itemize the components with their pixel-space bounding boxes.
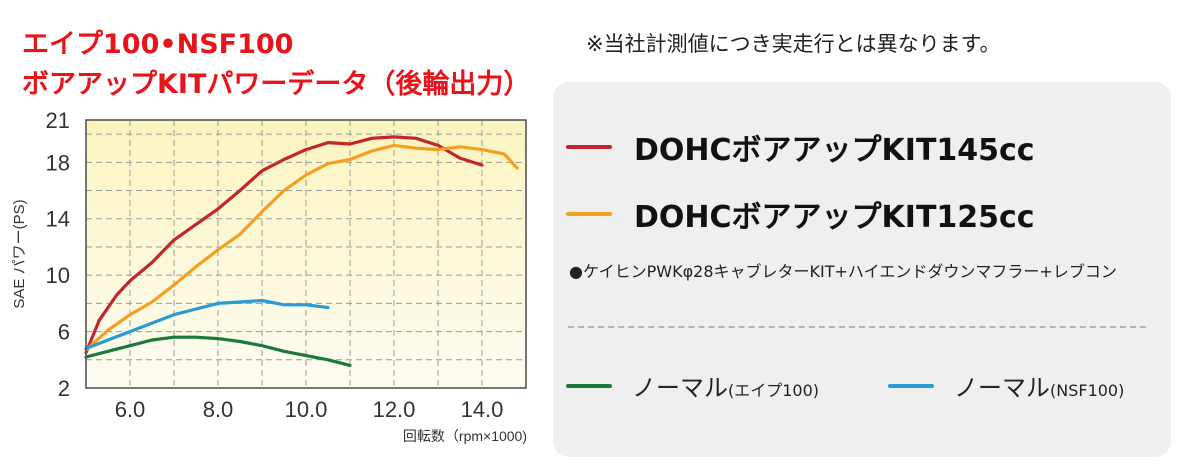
y-tick-label: 18 (46, 150, 70, 175)
legend-label-normal-nsf: ノーマル(NSF100) (954, 368, 1124, 403)
chart-title-line2: ボアアップKITパワーデータ（後輪出力） (22, 69, 531, 100)
legend-normal-nsf-main: ノーマル (954, 374, 1050, 402)
legend-normal-nsf-sub: (NSF100) (1050, 381, 1125, 400)
y-tick-label: 10 (46, 263, 70, 288)
parts-description: ●ケイヒンPWKφ28キャブレターKIT+ハイエンドダウンマフラー+レブコン (569, 262, 1117, 281)
y-tick-label: 2 (58, 376, 70, 401)
y-tick-label: 21 (46, 108, 70, 133)
y-tick-label: 6 (58, 320, 70, 345)
x-tick-label: 14.0 (461, 397, 504, 422)
legend-normal-ape-sub: (エイプ100) (728, 381, 820, 400)
y-tick-label: 14 (46, 207, 70, 232)
legend-normal-ape-main: ノーマル (632, 374, 728, 402)
x-tick-label: 12.0 (373, 397, 416, 422)
x-tick-labels: 6.0 8.0 10.0 12.0 14.0 (115, 397, 504, 422)
legend-panel (553, 82, 1171, 457)
x-axis-label: 回転数（rpm×1000) (403, 428, 527, 444)
chart-title-line1: エイプ100•NSF100 (22, 29, 294, 60)
legend-line-normal-ape (566, 383, 612, 388)
x-tick-label: 10.0 (285, 397, 328, 422)
series-layer (84, 135, 519, 367)
legend-normal-ape: ノーマル(エイプ100) (566, 368, 819, 403)
legend-line-kit125 (566, 212, 612, 216)
power-chart: 2 6 10 14 18 21 6.0 8.0 10.0 12.0 14.0 SAE パワー(PS… (11, 108, 527, 444)
x-tick-label: 8.0 (203, 397, 234, 422)
plot-frame (85, 119, 527, 389)
legend-label-kit145: DOHCボアアップKIT145cc (634, 133, 1035, 168)
series-line-kit125 (84, 143, 519, 352)
legend-label-normal-ape: ノーマル(エイプ100) (632, 368, 819, 403)
series-line-normal-ape (84, 335, 352, 367)
legend-kit145: DOHCボアアップKIT145cc (566, 125, 1035, 169)
legend-line-kit145 (566, 145, 612, 149)
x-tick-label: 6.0 (115, 397, 146, 422)
grid (86, 120, 526, 388)
y-tick-labels: 2 6 10 14 18 21 (46, 108, 70, 401)
series-line-kit145 (84, 135, 484, 355)
y-axis-label: SAE パワー(PS) (11, 199, 28, 308)
legend-divider (568, 326, 1146, 328)
legend-kit125: DOHCボアアップKIT125cc (566, 192, 1035, 236)
legend-label-kit125: DOHCボアアップKIT125cc (634, 200, 1035, 235)
legend-normal-nsf: ノーマル(NSF100) (888, 368, 1124, 403)
measurement-note: ※当社計測値につき実走行とは異なります。 (586, 32, 1001, 56)
series-line-normal-nsf (84, 298, 330, 351)
legend-line-normal-nsf (888, 383, 934, 388)
